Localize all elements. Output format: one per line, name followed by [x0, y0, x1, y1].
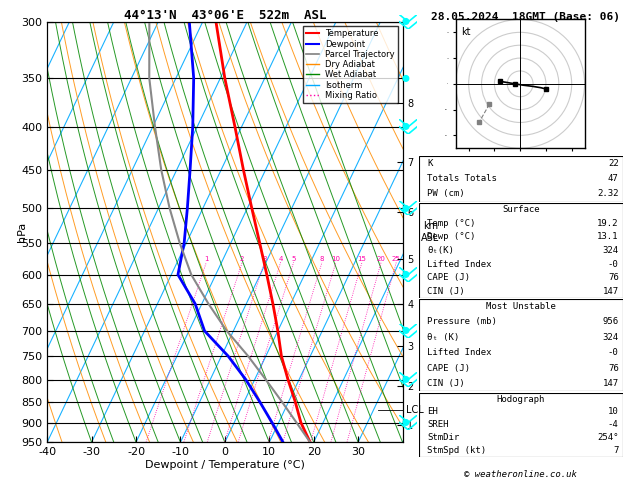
Text: 324: 324	[603, 246, 619, 255]
Text: 956: 956	[603, 317, 619, 327]
Text: -0: -0	[608, 260, 619, 269]
Text: ⬤: ⬤	[402, 18, 409, 25]
Text: CAPE (J): CAPE (J)	[427, 273, 470, 282]
Text: CIN (J): CIN (J)	[427, 379, 465, 388]
Text: ⬤: ⬤	[402, 419, 409, 426]
Text: Pressure (mb): Pressure (mb)	[427, 317, 497, 327]
Text: 10: 10	[331, 256, 340, 262]
Text: StmDir: StmDir	[427, 433, 459, 442]
Text: © weatheronline.co.uk: © weatheronline.co.uk	[464, 469, 577, 479]
Text: PW (cm): PW (cm)	[427, 190, 465, 198]
Text: 15: 15	[357, 256, 367, 262]
Text: ⬤: ⬤	[402, 376, 409, 383]
Text: 25: 25	[392, 256, 401, 262]
Text: LCL: LCL	[406, 405, 424, 415]
Text: Totals Totals: Totals Totals	[427, 174, 497, 183]
Text: Surface: Surface	[502, 206, 540, 214]
Text: StmSpd (kt): StmSpd (kt)	[427, 446, 486, 455]
Text: ⬤: ⬤	[402, 271, 409, 278]
Text: 254°: 254°	[597, 433, 619, 442]
Text: θₜ (K): θₜ (K)	[427, 333, 459, 342]
Text: 47: 47	[608, 174, 619, 183]
Text: θₜ(K): θₜ(K)	[427, 246, 454, 255]
Text: 22: 22	[608, 159, 619, 168]
Text: ⬤: ⬤	[402, 123, 409, 130]
Text: 19.2: 19.2	[597, 219, 619, 228]
Text: Lifted Index: Lifted Index	[427, 348, 492, 357]
Text: kt: kt	[461, 27, 470, 37]
Text: CAPE (J): CAPE (J)	[427, 364, 470, 373]
Text: 13.1: 13.1	[597, 232, 619, 242]
Text: 1: 1	[204, 256, 209, 262]
Text: 76: 76	[608, 273, 619, 282]
Text: 4: 4	[279, 256, 283, 262]
Text: SREH: SREH	[427, 420, 448, 429]
Title: 44°13'N  43°06'E  522m  ASL: 44°13'N 43°06'E 522m ASL	[124, 9, 326, 22]
Text: Hodograph: Hodograph	[497, 395, 545, 403]
Text: 76: 76	[608, 364, 619, 373]
Text: Dewp (°C): Dewp (°C)	[427, 232, 476, 242]
Text: Temp (°C): Temp (°C)	[427, 219, 476, 228]
Text: EH: EH	[427, 407, 438, 417]
Text: 5: 5	[291, 256, 296, 262]
Text: 10: 10	[608, 407, 619, 417]
Y-axis label: km
ASL: km ASL	[421, 221, 440, 243]
Text: K: K	[427, 159, 433, 168]
Text: Lifted Index: Lifted Index	[427, 260, 492, 269]
Text: 2: 2	[240, 256, 244, 262]
Text: 8: 8	[320, 256, 324, 262]
Text: 3: 3	[262, 256, 267, 262]
Text: 147: 147	[603, 379, 619, 388]
Text: hPa: hPa	[18, 222, 27, 242]
Legend: Temperature, Dewpoint, Parcel Trajectory, Dry Adiabat, Wet Adiabat, Isotherm, Mi: Temperature, Dewpoint, Parcel Trajectory…	[303, 26, 398, 103]
Text: 147: 147	[603, 287, 619, 295]
Text: 28.05.2024  18GMT (Base: 06): 28.05.2024 18GMT (Base: 06)	[431, 12, 620, 22]
X-axis label: Dewpoint / Temperature (°C): Dewpoint / Temperature (°C)	[145, 460, 305, 470]
Text: 2.32: 2.32	[597, 190, 619, 198]
Text: 7: 7	[613, 446, 619, 455]
Text: ⬤: ⬤	[402, 205, 409, 212]
Text: ⬤: ⬤	[402, 74, 409, 82]
Text: -0: -0	[608, 348, 619, 357]
Text: -4: -4	[608, 420, 619, 429]
Text: Most Unstable: Most Unstable	[486, 302, 556, 311]
Text: 20: 20	[377, 256, 386, 262]
Text: ⬤: ⬤	[402, 327, 409, 334]
Text: 324: 324	[603, 333, 619, 342]
Text: CIN (J): CIN (J)	[427, 287, 465, 295]
